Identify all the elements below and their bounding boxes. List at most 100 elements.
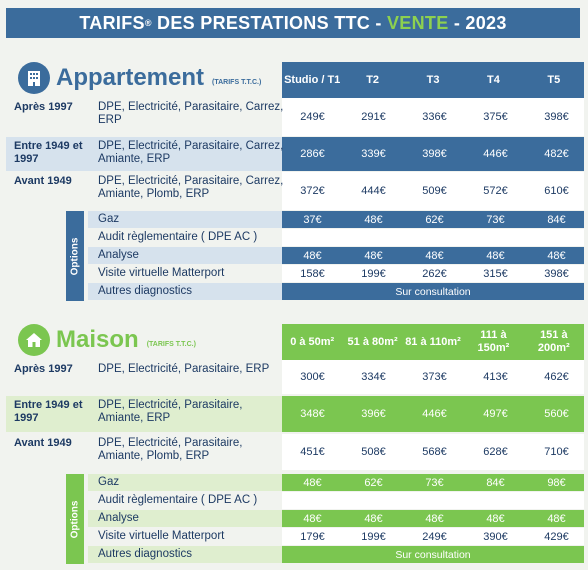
price-cell: 199€ — [361, 267, 386, 280]
price-cell: 84€ — [486, 476, 505, 489]
price-cell: 48€ — [425, 512, 444, 525]
price-cell — [465, 229, 526, 246]
price-cell: 462€ — [544, 371, 569, 383]
price-cell: 98€ — [547, 476, 566, 489]
price-cell: 348€ — [300, 408, 325, 420]
appartement-column-3: T4 — [487, 73, 500, 86]
price-cell: 497€ — [483, 408, 508, 420]
appartement-option-prices-1 — [282, 229, 587, 246]
price-cell: 179€ — [300, 530, 325, 543]
price-cell: 398€ — [422, 148, 447, 160]
appartement-period-1: Entre 1949 et 1997 — [14, 140, 83, 165]
maison-prices-0: 300€ 334€ 373€ 413€ 462€ — [282, 360, 587, 394]
price-cell: 84€ — [547, 213, 566, 226]
price-cell: 398€ — [544, 267, 569, 280]
maison-option-name-3: Visite virtuelle Matterport — [98, 530, 225, 542]
maison-other-row-bg — [88, 546, 282, 563]
price-cell: 48€ — [364, 512, 383, 525]
maison-option-price-bg — [282, 528, 584, 545]
price-cell: 429€ — [544, 530, 569, 543]
price-cell: 48€ — [486, 512, 505, 525]
price-cell: 286€ — [300, 148, 325, 160]
price-cell: 375€ — [483, 111, 508, 123]
maison-period-0: Après 1997 — [14, 363, 73, 375]
banner-registered: ® — [144, 18, 152, 28]
maison-column-1: 51 à 80m² — [347, 335, 398, 348]
maison-prices-1: 348€ 396€ 446€ 497€ 560€ — [282, 396, 587, 432]
maison-services-0: DPE, Electricité, Parasitaire, ERP — [98, 363, 270, 375]
maison-title: Maison (TARIFS T.T.C.) — [18, 324, 196, 356]
maison-options-label: Options — [66, 474, 84, 564]
price-cell: 48€ — [303, 249, 322, 262]
maison-option-name-0: Gaz — [98, 476, 120, 488]
price-cell: 73€ — [486, 213, 505, 226]
price-cell: 291€ — [361, 111, 386, 123]
price-cell: 372€ — [300, 185, 325, 197]
appartement-option-price-bg — [282, 265, 584, 282]
maison-option-prices-3: 179€ 199€ 249€ 390€ 429€ — [282, 528, 587, 545]
appartement-column-4: T5 — [547, 73, 561, 86]
maison-services-2: DPE, Electricité, Parasitaire, Amiante, … — [98, 437, 243, 462]
appartement-row-price-background — [282, 98, 584, 136]
appartement-title: Appartement (TARIFS T.T.C.) — [18, 62, 261, 94]
appartement-option-price-bg — [282, 247, 584, 264]
price-cell: 451€ — [300, 446, 325, 458]
price-cell: 373€ — [422, 371, 447, 383]
maison-prices-2: 451€ 508€ 568€ 628€ 710€ — [282, 434, 587, 470]
appartement-other-row-bg — [88, 283, 282, 300]
maison-column-2: 81 à 110m² — [405, 335, 461, 348]
price-cell: 446€ — [483, 148, 508, 160]
appartement-option-name-0: Gaz — [98, 213, 120, 225]
price-cell: 610€ — [544, 185, 569, 197]
price-cell: 710€ — [544, 446, 569, 458]
maison-title-text: Maison — [56, 326, 139, 353]
maison-row-price-background — [282, 434, 584, 470]
appartement-column-1: T2 — [366, 73, 380, 86]
appartement-services-1: DPE, Electricité, Parasitaire, Carrez, A… — [98, 140, 284, 165]
appartement-row-price-background — [282, 172, 584, 210]
price-cell: 48€ — [486, 249, 505, 262]
appartement-option-price-bg — [282, 211, 584, 228]
building-icon — [18, 62, 50, 94]
price-cell: 62€ — [364, 476, 383, 489]
price-cell: 390€ — [483, 530, 508, 543]
appartement-option-price-bg — [282, 229, 584, 246]
price-cell — [404, 229, 465, 246]
price-cell — [282, 229, 343, 246]
maison-option-row-bg — [88, 474, 282, 491]
price-cell: 572€ — [483, 185, 508, 197]
price-cell: 482€ — [544, 148, 569, 160]
price-cell: 73€ — [425, 476, 444, 489]
maison-other-name: Autres diagnostics — [98, 548, 192, 560]
price-cell — [282, 492, 343, 509]
price-cell: 48€ — [547, 512, 566, 525]
maison-period-1: Entre 1949 et 1997 — [14, 399, 83, 424]
page-banner: TARIFS ® DES PRESTATIONS TTC - VENTE - 20… — [6, 8, 580, 38]
appartement-prices-2: 372€ 444€ 509€ 572€ 610€ — [282, 172, 587, 210]
price-cell — [526, 229, 587, 246]
maison-row-price-background — [282, 360, 584, 394]
appartement-other-name: Autres diagnostics — [98, 285, 192, 297]
appartement-prices-1: 286€ 339€ 398€ 446€ 482€ — [282, 137, 587, 171]
maison-option-prices-2: 48€ 48€ 48€ 48€ 48€ — [282, 510, 587, 527]
appartement-option-row-bg — [88, 247, 282, 264]
appartement-tariff-note: (TARIFS T.T.C.) — [212, 78, 262, 86]
price-cell: 300€ — [300, 371, 325, 383]
appartement-option-prices-0: 37€ 48€ 62€ 73€ 84€ — [282, 211, 587, 228]
price-cell: 628€ — [483, 446, 508, 458]
maison-options-text: Options — [69, 500, 81, 538]
price-cell: 398€ — [544, 111, 569, 123]
maison-column-header: 0 à 50m² 51 à 80m² 81 à 110m² 111 à 150m² 15… — [282, 324, 584, 360]
price-cell — [404, 492, 465, 509]
maison-other-value: Sur consultation — [282, 546, 584, 563]
maison-column-0: 0 à 50m² — [290, 335, 335, 348]
price-cell: 37€ — [303, 213, 322, 226]
appartement-options-label: Options — [66, 211, 84, 301]
appartement-options-text: Options — [69, 237, 81, 275]
price-cell: 336€ — [422, 111, 447, 123]
price-cell: 48€ — [364, 213, 383, 226]
appartement-prices-0: 249€ 291€ 336€ 375€ 398€ — [282, 98, 587, 136]
price-cell: 48€ — [303, 476, 322, 489]
maison-option-name-1: Audit règlementaire ( DPE AC ) — [98, 494, 258, 506]
banner-accent: VENTE — [387, 12, 449, 33]
